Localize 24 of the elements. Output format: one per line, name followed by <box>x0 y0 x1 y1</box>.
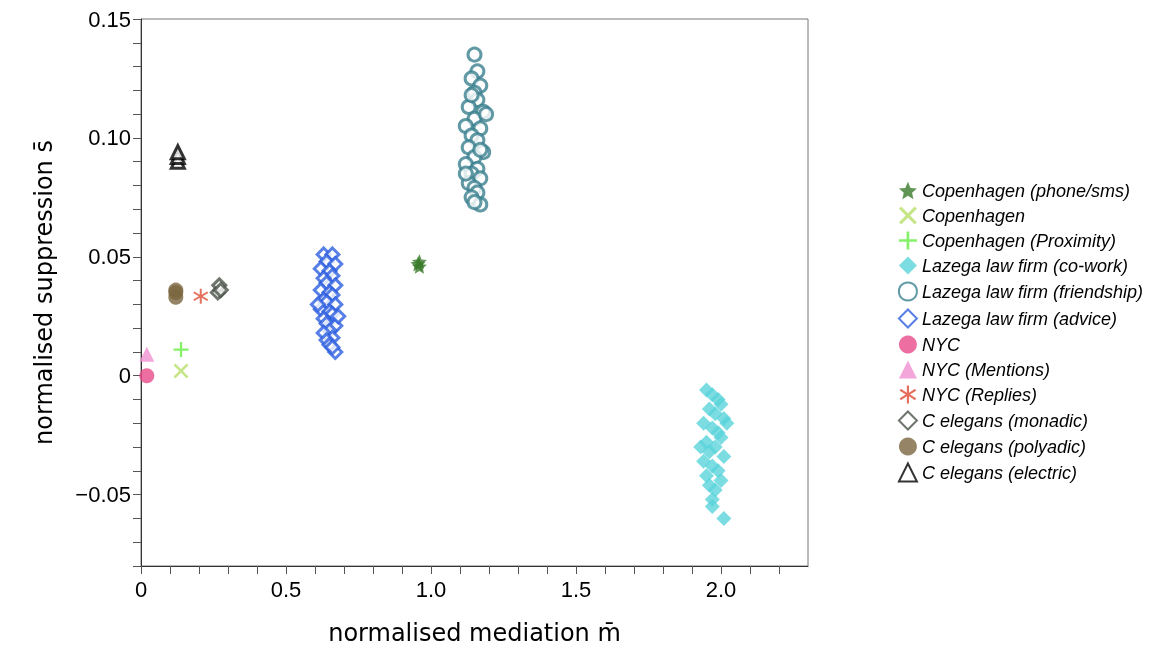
x-tick-label: 0 <box>134 576 148 602</box>
legend-label: C elegans (monadic) <box>921 410 1088 431</box>
x-tick-label: 2.0 <box>705 576 737 602</box>
x-tick-label: 0.5 <box>270 576 302 602</box>
y-tick-label: 0 <box>118 363 131 389</box>
legend-label: C elegans (electric) <box>921 462 1077 483</box>
legend-label: NYC (Mentions) <box>921 359 1050 380</box>
legend-label: Copenhagen (phone/sms) <box>921 180 1131 201</box>
legend-label: Lazega law firm (co-work) <box>921 255 1128 276</box>
y-tick-label: 0.10 <box>88 125 131 151</box>
legend-label: Copenhagen (Proximity) <box>921 230 1116 251</box>
y-tick-label: 0.15 <box>88 6 131 32</box>
legend-label: Lazega law firm (friendship) <box>921 281 1143 302</box>
x-tick-label: 1.0 <box>415 576 447 602</box>
x-axis-title: normalised mediation m̄ <box>328 619 621 647</box>
legend-label: NYC (Replies) <box>921 384 1037 405</box>
y-tick-label: −0.05 <box>75 482 131 508</box>
legend-label: Copenhagen <box>921 205 1026 226</box>
x-tick-label: 1.5 <box>560 576 592 602</box>
legend-label: C elegans (polyadic) <box>921 436 1086 457</box>
legend-label: NYC <box>921 334 961 355</box>
legend-label: Lazega law firm (advice) <box>921 308 1117 329</box>
y-tick-label: 0.05 <box>88 244 131 270</box>
y-axis-title: normalised suppression s̄ <box>30 140 58 445</box>
